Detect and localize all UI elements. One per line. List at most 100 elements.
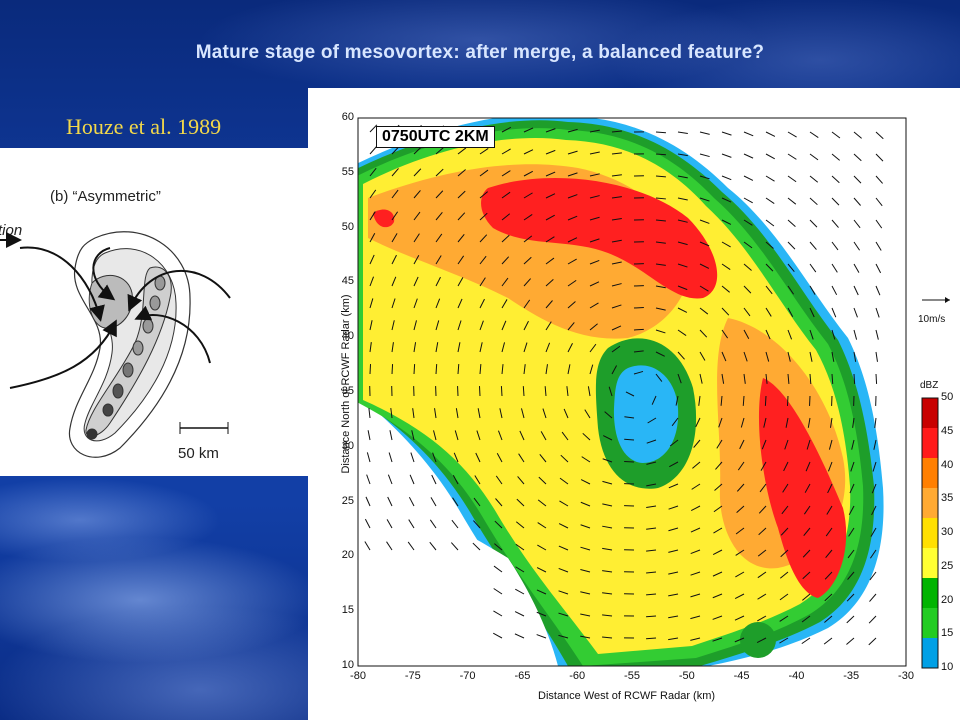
wind-vector [721,153,732,158]
colorbar [921,397,939,669]
wind-vector [668,637,679,641]
wind-vector [413,298,418,309]
y-tick-label: 55 [341,165,354,178]
wind-vector [476,430,481,441]
wind-vector [787,153,797,160]
wind-vector [602,458,613,463]
wind-vector [783,461,789,472]
wind-vector [602,592,613,595]
wind-vector [677,285,688,291]
wind-vector [851,439,855,450]
wind-vector [869,593,877,602]
wind-vector [545,300,553,309]
wind-vector [538,476,547,485]
wind-vector [584,409,591,419]
x-tick-label: -65 [514,670,531,682]
wind-vector [495,498,503,507]
wind-vector [536,589,547,595]
wind-vector [875,197,883,207]
wind-vector [567,128,578,133]
wind-vector [831,219,839,228]
wind-vector [545,128,556,133]
wind-vector [567,237,578,243]
wind-vector [668,615,679,619]
wind-vector [581,456,591,463]
colorbar-segment [922,458,938,488]
wind-vector [765,329,771,340]
wind-vector [875,373,878,384]
wind-vector [391,298,396,309]
wind-vector [589,129,600,133]
wind-vector [668,571,679,575]
wind-vector [720,395,723,406]
wind-vector [721,131,732,136]
wind-vector [567,258,577,265]
wind-vector [743,219,753,226]
wind-vector [624,416,635,419]
wind-vector [589,323,598,331]
wind-vector [457,169,466,177]
wind-vector [655,197,666,200]
colorbar-unit: dBZ [920,380,939,391]
wind-vector [567,215,578,221]
wind-vector [559,500,569,507]
wind-vector [582,432,591,441]
wind-vector [559,477,569,485]
wind-vector [655,307,666,311]
wind-vector [699,175,710,180]
wind-vector [831,153,840,161]
wind-vector [589,281,600,287]
wind-vector [366,452,371,463]
wind-vector [809,285,816,295]
wind-vector [499,408,503,419]
wind-vector [699,307,709,315]
wind-vector [567,279,577,287]
y-tick-label: 10 [341,659,354,671]
wind-vector [493,610,503,617]
wind-vector [691,483,701,490]
wind-vector [699,263,710,269]
wind-vector [802,593,811,601]
wind-vector [452,474,459,485]
x-tick-label: -60 [569,670,586,682]
wind-vector [668,505,679,510]
slide-title: Mature stage of mesovortex: after merge,… [195,42,765,63]
wind-vector [735,571,745,578]
wind-vector [500,386,503,397]
wind-vector [515,566,525,573]
wind-vector [501,364,504,375]
wind-vector [479,342,483,353]
wind-vector [809,263,817,273]
colorbar-tick-label: 40 [941,458,954,471]
wind-vector [874,417,877,428]
wind-vector [514,611,525,617]
wind-vector [870,527,877,537]
wind-vector [847,571,855,580]
wind-vector [809,175,819,183]
wind-vector [765,263,774,272]
wind-vector [537,522,547,529]
wind-vector [587,386,591,397]
colorbar-segment [922,398,938,428]
wind-vector [501,191,511,199]
wind-vector [432,452,437,463]
wind-vector [413,255,420,265]
wind-vector [589,259,600,265]
wind-vector [479,191,488,199]
wind-vector [787,175,797,183]
wind-vector [633,328,644,331]
wind-vector [435,298,441,309]
wind-vector [560,454,569,463]
wind-vector [493,565,503,573]
wind-vector [699,153,710,158]
wind-vector [567,172,578,177]
wind-vector [655,131,666,134]
wind-vector [743,197,753,204]
colorbar-segment [922,638,938,668]
wind-vector [501,277,509,287]
wind-vector [434,408,437,419]
wind-vector [523,256,532,265]
wind-vector [580,546,591,551]
wind-vector [455,408,459,419]
wind-vector [668,527,679,532]
